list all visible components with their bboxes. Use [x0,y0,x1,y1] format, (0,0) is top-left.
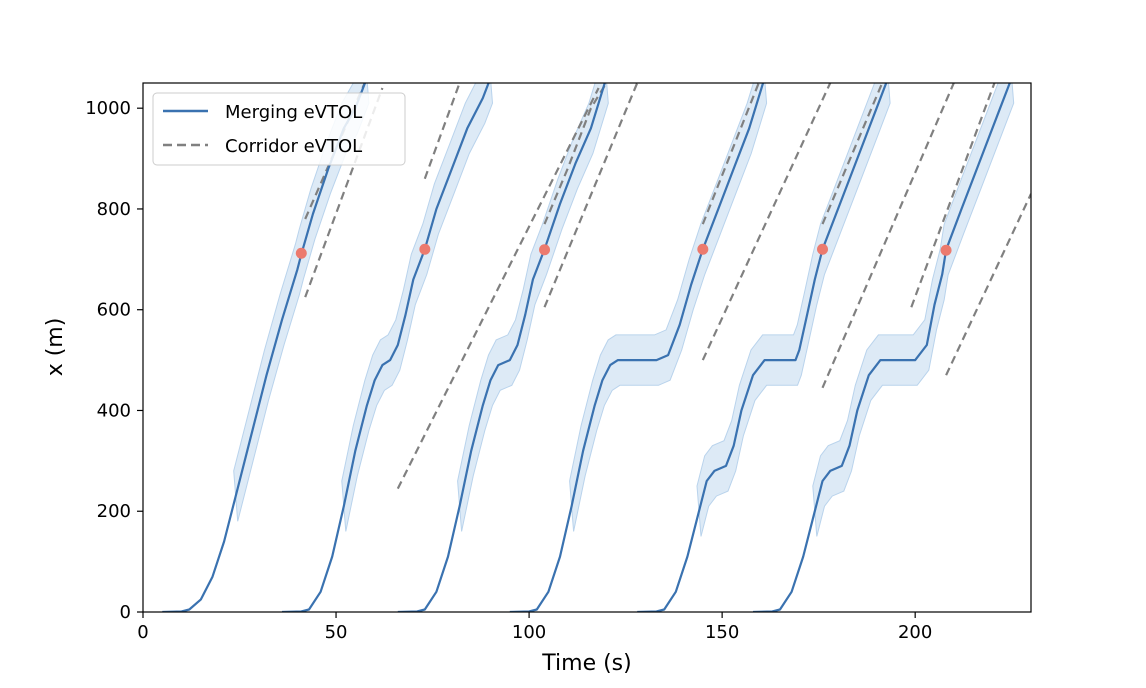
x-tick-label: 50 [325,622,348,643]
y-tick-label: 600 [97,300,131,321]
corridor-line-c5 [543,83,608,225]
merging-lines [162,83,1011,612]
merging-line-m5 [637,83,888,612]
uncertainty-band-m2 [341,83,494,532]
merging-line-m6 [752,83,1011,612]
merge-point-m3 [539,244,551,256]
corridor-line-c12 [945,193,1031,376]
merge-point-m6 [940,244,952,256]
corridor-line-c9 [821,83,884,225]
corridor-line-c3 [423,83,461,180]
merging-line-m4 [509,83,765,612]
merge-points [295,243,952,259]
x-tick-label: 200 [898,622,932,643]
legend: Merging eVTOL Corridor eVTOL [152,92,406,166]
corridor-line-c10 [821,83,955,389]
plot-frame [142,82,1032,613]
x-tick-label: 100 [512,622,546,643]
y-tick-label: 0 [120,602,131,623]
legend-box [152,92,406,166]
corridor-line-c8 [701,83,832,361]
merge-point-m2 [419,243,431,255]
uncertainty-band-m6 [812,83,1015,537]
y-tick-label: 800 [97,199,131,220]
merging-line-m3 [397,83,606,612]
x-tick-label: 0 [137,622,148,643]
corridor-line-c6 [543,83,639,308]
merge-point-m4 [697,243,709,255]
y-tick-label: 200 [97,501,131,522]
y-tick-label: 400 [97,400,131,421]
y-axis: 0 200 400 600 800 1000 [85,98,143,623]
x-axis-label: Time (s) [541,651,631,676]
legend-corridor-label: Corridor eVTOL [225,136,362,157]
y-tick-label: 1000 [85,98,131,119]
y-axis-label: x (m) [43,318,68,377]
legend-merging-label: Merging eVTOL [225,102,362,123]
merge-point-m5 [817,243,829,255]
merge-point-m1 [295,247,307,259]
uncertainty-band-m3 [457,83,609,532]
corridor-line-c11 [910,83,996,308]
x-axis: 0 50 100 150 200 [137,612,932,643]
corridor-line-c7 [701,83,760,225]
merging-line-m2 [281,83,490,612]
corridor-line-c4 [396,87,600,490]
x-tick-label: 150 [705,622,739,643]
uncertainty-band-m4 [569,83,768,532]
